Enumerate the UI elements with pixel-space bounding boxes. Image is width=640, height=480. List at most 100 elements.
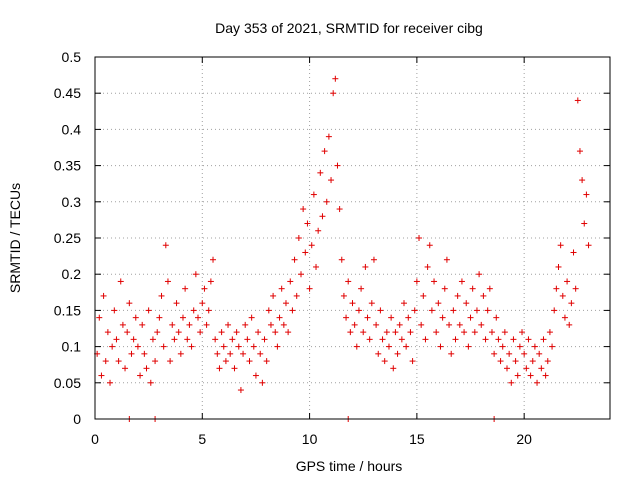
data-point xyxy=(392,329,399,336)
data-point xyxy=(302,249,309,256)
data-point xyxy=(199,300,206,307)
data-point xyxy=(104,329,111,336)
data-point xyxy=(141,350,148,357)
data-point xyxy=(439,314,446,321)
data-point xyxy=(529,358,536,365)
data-point xyxy=(113,336,120,343)
data-point xyxy=(184,336,191,343)
y-tick-label: 0.3 xyxy=(62,194,82,210)
data-point xyxy=(162,242,169,249)
data-point xyxy=(570,249,577,256)
data-point xyxy=(519,329,526,336)
data-point xyxy=(250,343,257,350)
data-point xyxy=(325,133,332,140)
data-point xyxy=(257,350,264,357)
data-point xyxy=(145,307,152,314)
data-point xyxy=(540,336,547,343)
data-point xyxy=(398,336,405,343)
data-point xyxy=(169,321,176,328)
data-point xyxy=(345,278,352,285)
data-point xyxy=(512,358,519,365)
data-point xyxy=(338,256,345,263)
data-point xyxy=(482,336,489,343)
data-point xyxy=(203,321,210,328)
data-point xyxy=(237,387,244,394)
data-point xyxy=(542,372,549,379)
y-tick-label: 0.1 xyxy=(62,339,82,355)
data-point xyxy=(306,285,313,292)
data-point xyxy=(461,329,468,336)
data-point xyxy=(293,292,300,299)
data-point xyxy=(274,343,281,350)
data-point xyxy=(328,177,335,184)
data-point xyxy=(128,350,135,357)
data-point xyxy=(313,263,320,270)
data-point xyxy=(109,343,116,350)
data-point xyxy=(499,343,506,350)
data-point xyxy=(263,358,270,365)
data-point xyxy=(508,379,515,386)
data-point xyxy=(476,271,483,278)
x-tick-label: 15 xyxy=(409,431,425,447)
data-point xyxy=(441,285,448,292)
data-point xyxy=(96,314,103,321)
data-point xyxy=(139,321,146,328)
data-point xyxy=(579,177,586,184)
data-point xyxy=(450,307,457,314)
data-point xyxy=(207,278,214,285)
data-point xyxy=(233,329,240,336)
data-point xyxy=(190,307,197,314)
data-point xyxy=(124,329,131,336)
data-point xyxy=(478,321,485,328)
data-point xyxy=(134,343,141,350)
data-point xyxy=(413,278,420,285)
data-point xyxy=(304,220,311,227)
data-point xyxy=(506,350,513,357)
data-point xyxy=(358,285,365,292)
data-point xyxy=(158,292,165,299)
data-point xyxy=(179,314,186,321)
data-point xyxy=(514,372,521,379)
data-point xyxy=(486,285,493,292)
data-point xyxy=(261,336,268,343)
data-point xyxy=(122,365,129,372)
data-point xyxy=(534,379,541,386)
data-point xyxy=(100,292,107,299)
data-point xyxy=(456,321,463,328)
data-point xyxy=(285,329,292,336)
data-point xyxy=(446,321,453,328)
data-point xyxy=(188,343,195,350)
data-point xyxy=(531,343,538,350)
data-point xyxy=(156,314,163,321)
y-tick-label: 0.4 xyxy=(62,121,82,137)
data-point xyxy=(390,365,397,372)
data-point xyxy=(448,350,455,357)
data-point xyxy=(381,358,388,365)
data-point xyxy=(581,220,588,227)
data-point xyxy=(375,350,382,357)
x-tick-label: 5 xyxy=(198,431,206,447)
data-point xyxy=(252,372,259,379)
data-point xyxy=(115,358,122,365)
data-point xyxy=(561,314,568,321)
data-point xyxy=(525,336,532,343)
data-point xyxy=(321,148,328,155)
data-point xyxy=(553,285,560,292)
data-point xyxy=(195,314,201,321)
data-point xyxy=(551,307,558,314)
data-point xyxy=(523,365,530,372)
data-point xyxy=(484,307,491,314)
data-point xyxy=(544,358,551,365)
data-point xyxy=(340,292,347,299)
data-point xyxy=(310,191,317,198)
y-tick-label: 0.2 xyxy=(62,266,82,282)
y-tick-label: 0.05 xyxy=(54,375,81,391)
data-point xyxy=(510,336,517,343)
data-point xyxy=(229,336,236,343)
data-point xyxy=(167,358,174,365)
data-point xyxy=(568,300,575,307)
data-point xyxy=(385,343,392,350)
data-point xyxy=(278,285,285,292)
data-point xyxy=(212,336,219,343)
